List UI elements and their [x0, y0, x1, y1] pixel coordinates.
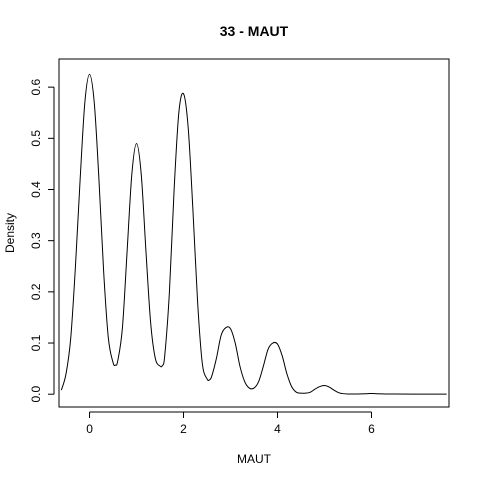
y-tick-label: 0.6 [29, 78, 43, 95]
y-tick-label: 0.0 [29, 386, 43, 403]
y-tick-label: 0.4 [29, 181, 43, 198]
chart-title: 33 - MAUT [220, 23, 289, 39]
x-axis-label: MAUT [237, 452, 272, 466]
x-tick-label: 6 [368, 422, 375, 436]
plot-frame [58, 58, 450, 408]
y-tick-label: 0.1 [29, 334, 43, 351]
y-tick-label: 0.2 [29, 283, 43, 300]
y-tick-label: 0.5 [29, 130, 43, 147]
y-tick-label: 0.3 [29, 232, 43, 249]
y-axis: 0.0 0.1 0.2 0.3 0.4 0.5 0.6 [29, 78, 55, 403]
x-tick-label: 4 [274, 422, 281, 436]
x-tick-label: 0 [86, 422, 93, 436]
x-tick-label: 2 [180, 422, 187, 436]
density-curve [60, 73, 447, 395]
y-axis-label: Density [3, 213, 17, 253]
x-axis: 0 2 4 6 [86, 411, 375, 436]
